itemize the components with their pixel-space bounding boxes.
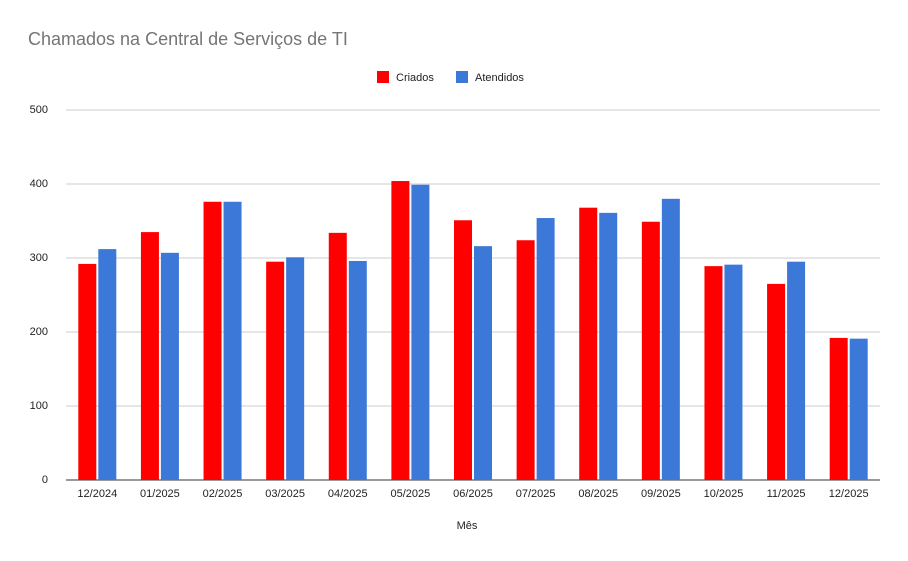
bar [454, 220, 472, 480]
legend-swatch [377, 71, 389, 83]
bar [348, 260, 367, 480]
x-axis-label: Mês [457, 520, 478, 532]
bar [223, 201, 242, 480]
bar [411, 184, 430, 481]
bar [724, 264, 743, 480]
x-tick-label: 01/2025 [140, 488, 180, 500]
bar [767, 283, 786, 480]
y-tick-label: 300 [30, 252, 48, 264]
y-tick-label: 200 [30, 326, 48, 338]
bar [391, 181, 410, 481]
x-tick-label: 09/2025 [641, 488, 681, 500]
bar [641, 221, 660, 481]
bar [849, 338, 868, 480]
x-tick-label: 12/2024 [77, 488, 117, 500]
x-tick-label: 12/2025 [829, 488, 869, 500]
bar [266, 261, 285, 480]
bar [661, 198, 680, 481]
bar [328, 232, 347, 480]
bar [140, 232, 159, 480]
bar [98, 249, 117, 480]
y-tick-label: 500 [30, 104, 48, 116]
x-tick-label: 05/2025 [391, 488, 431, 500]
x-tick-label: 07/2025 [516, 488, 556, 500]
bar [599, 212, 618, 481]
y-tick-label: 400 [30, 178, 48, 190]
x-tick-label: 11/2025 [767, 488, 806, 500]
x-tick-label: 04/2025 [328, 488, 368, 500]
x-tick-label: 02/2025 [203, 488, 243, 500]
bar [160, 252, 179, 480]
legend-label: Criados [396, 72, 434, 84]
bar [78, 263, 97, 480]
legend-label: Atendidos [475, 72, 524, 84]
y-tick-label: 100 [30, 400, 48, 412]
x-tick-label: 10/2025 [704, 488, 744, 500]
bar [536, 218, 555, 481]
chart-title: Chamados na Central de Serviços de TI [28, 29, 348, 49]
bar [787, 261, 806, 480]
bar [516, 240, 535, 480]
y-tick-label: 0 [42, 474, 48, 486]
bar [579, 207, 598, 480]
bar [704, 266, 723, 480]
bar [203, 201, 222, 480]
bar [286, 257, 305, 480]
bar [474, 246, 492, 480]
bar [829, 337, 848, 480]
x-tick-label: 03/2025 [265, 488, 305, 500]
legend-swatch [456, 71, 468, 83]
x-tick-label: 06/2025 [453, 488, 493, 500]
x-tick-label: 08/2025 [578, 488, 618, 500]
